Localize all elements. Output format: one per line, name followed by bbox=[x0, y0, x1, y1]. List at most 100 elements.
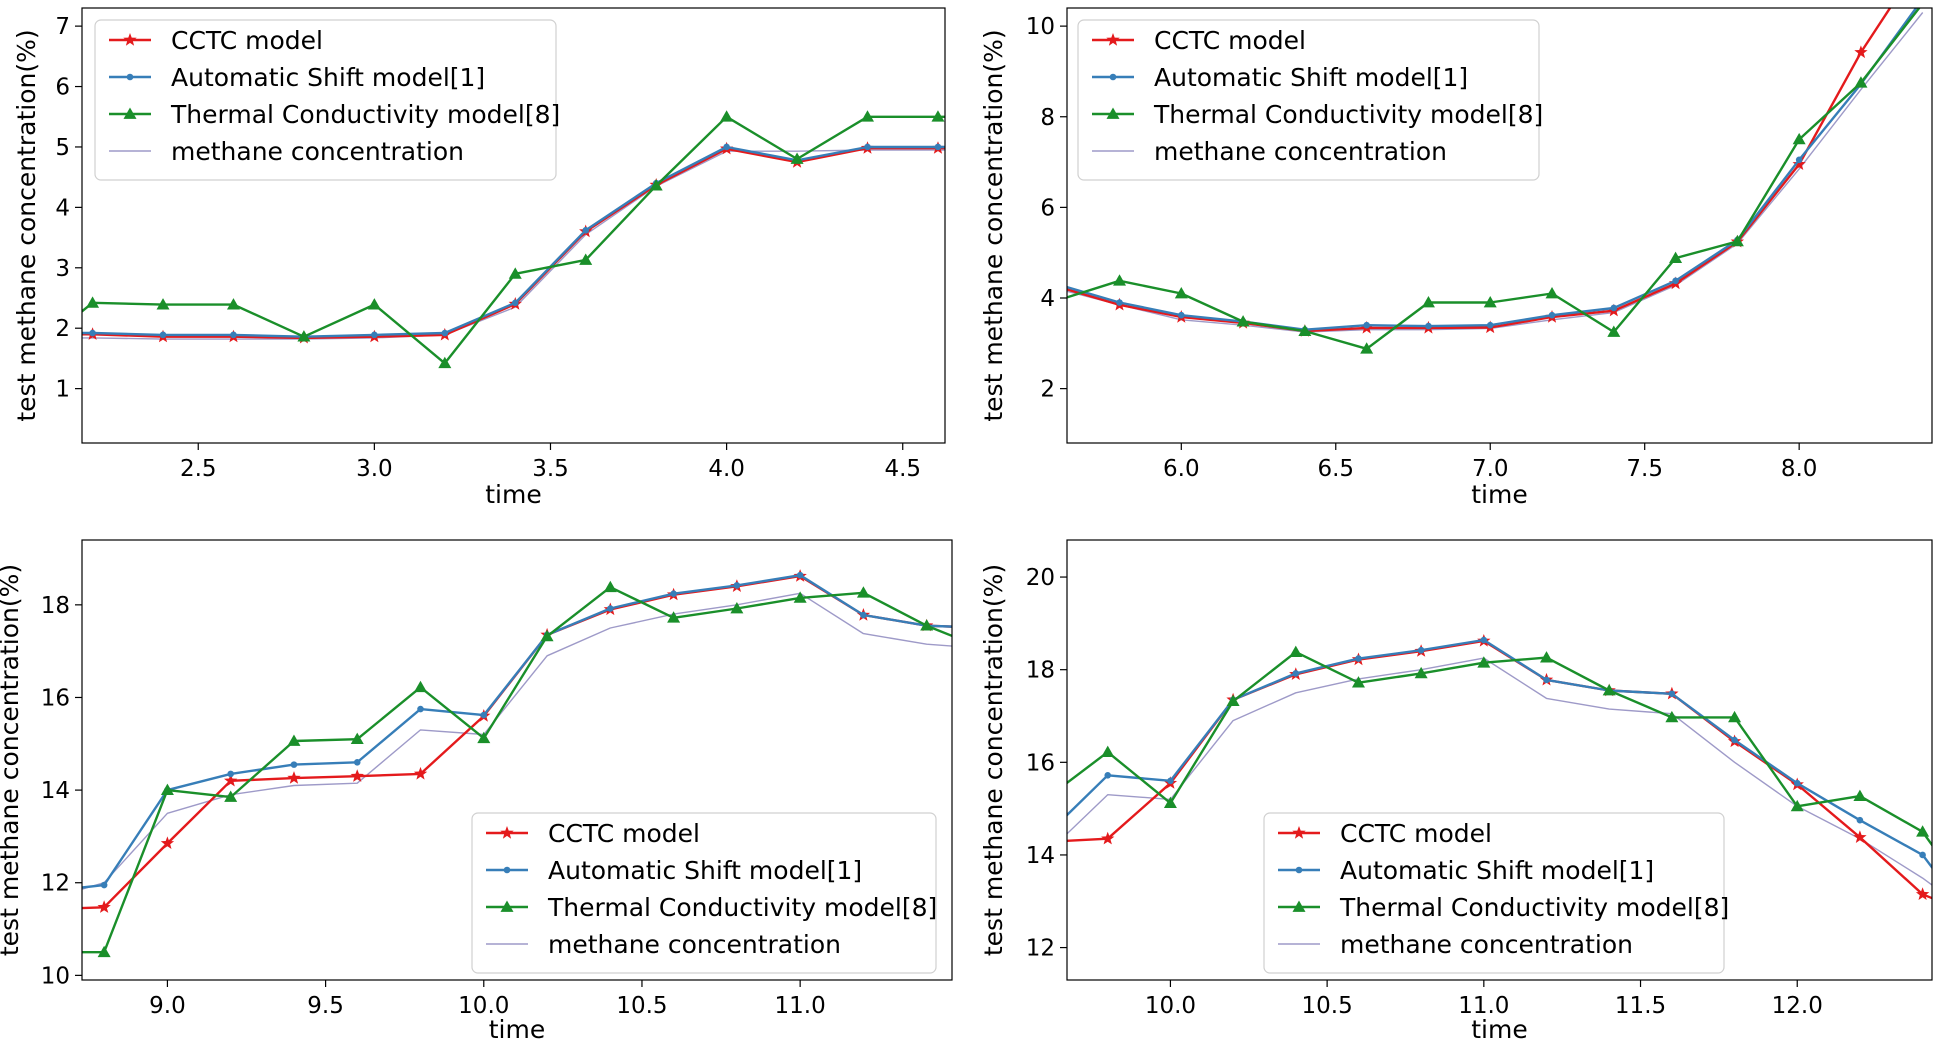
series-3-marker bbox=[1853, 789, 1867, 802]
series-3-marker bbox=[350, 732, 364, 745]
series-line-4 bbox=[1067, 657, 1932, 886]
legend-handle-marker bbox=[126, 73, 134, 81]
x-tick-label: 9.5 bbox=[307, 993, 344, 1019]
x-tick-label: 7.0 bbox=[1472, 456, 1509, 482]
chart-panel-1: 2.5 3.0 3.5 4.0 4.5 1 2 3 4 5 6 7 time test methane c… bbox=[12, 7, 980, 509]
series-3-marker bbox=[861, 110, 875, 122]
y-axis-label: test methane concentration(%) bbox=[979, 564, 1008, 956]
x-tick-label: 3.5 bbox=[532, 456, 569, 482]
x-tick-label: 2.5 bbox=[180, 456, 217, 482]
legend-entry-3: Thermal Conductivity model[8] bbox=[170, 100, 560, 129]
x-tick-label: 11.5 bbox=[1615, 993, 1666, 1019]
series-3-marker bbox=[1236, 315, 1250, 327]
series-1-marker bbox=[350, 769, 364, 782]
y-tick-label: 1 bbox=[55, 377, 70, 403]
series-2-marker bbox=[1486, 321, 1494, 329]
x-tick-label: 9.0 bbox=[149, 993, 186, 1019]
y-tick-label: 12 bbox=[41, 871, 70, 897]
series-3-marker bbox=[287, 734, 301, 746]
series-2-marker bbox=[290, 761, 298, 768]
y-tick-label: 6 bbox=[1040, 195, 1055, 221]
y-tick-label: 4 bbox=[55, 195, 70, 221]
series-1-marker bbox=[967, 141, 980, 154]
series-2-marker bbox=[864, 143, 871, 151]
y-tick-label: 10 bbox=[41, 963, 70, 989]
series-line-3 bbox=[82, 586, 952, 954]
series-2-marker bbox=[441, 329, 449, 337]
series-2-marker bbox=[1548, 311, 1556, 319]
series-3-marker bbox=[1039, 793, 1052, 804]
series-3-marker bbox=[224, 790, 238, 802]
series-3-marker bbox=[931, 110, 945, 122]
x-axis-label: time bbox=[489, 1015, 545, 1044]
series-3-marker bbox=[1289, 645, 1303, 657]
x-tick-label: 6.0 bbox=[1163, 456, 1200, 482]
series-3-marker bbox=[1728, 710, 1742, 723]
legend-handle-marker bbox=[1292, 826, 1306, 839]
legend-handle-marker bbox=[1106, 107, 1120, 119]
series-2-marker bbox=[1116, 299, 1123, 306]
plot-frame bbox=[81, 7, 946, 444]
series-2-marker bbox=[417, 705, 424, 713]
series-3-marker bbox=[1607, 325, 1621, 337]
series-3-marker bbox=[297, 330, 311, 342]
legend-entry-1: CCTC model bbox=[1340, 819, 1492, 848]
series-2-marker bbox=[1919, 0, 1926, 2]
legend-handle-marker bbox=[500, 826, 514, 839]
series-1-marker bbox=[1792, 157, 1806, 170]
series-2-marker bbox=[1668, 690, 1676, 698]
legend-box bbox=[1263, 812, 1725, 974]
chart-panel-3: 9.0 9.5 10.0 10.5 11.0 10 12 14 16 18 time test met… bbox=[0, 539, 953, 1044]
series-3-marker bbox=[1792, 132, 1806, 145]
series-line-4 bbox=[82, 592, 952, 890]
series-3-marker bbox=[1669, 251, 1683, 263]
x-tick-label: 4.0 bbox=[708, 456, 745, 482]
x-tick-label: 4.5 bbox=[884, 456, 921, 482]
series-2-marker bbox=[227, 770, 234, 778]
series-3-marker bbox=[34, 946, 47, 957]
series-3-marker bbox=[649, 179, 663, 191]
legend-entry-2: Automatic Shift model[1] bbox=[1154, 63, 1468, 92]
series-3-marker bbox=[1916, 8, 1930, 9]
legend-handle-marker bbox=[1295, 866, 1303, 874]
series-3-marker bbox=[156, 298, 170, 310]
legend-entry-3: Thermal Conductivity model[8] bbox=[547, 893, 937, 922]
series-3-marker bbox=[793, 591, 807, 603]
plot-series-group bbox=[34, 569, 952, 958]
series-3-marker bbox=[1351, 676, 1365, 688]
series-3-marker bbox=[1226, 694, 1240, 707]
y-tick-label: 6 bbox=[55, 75, 70, 101]
series-2-marker bbox=[1480, 636, 1488, 644]
legend: CCTC model Automatic Shift model[1] Therma… bbox=[1077, 19, 1543, 181]
legend-handle-marker bbox=[123, 107, 137, 119]
series-2-marker bbox=[1054, 281, 1061, 288]
series-3-marker bbox=[160, 783, 174, 795]
series-2-marker bbox=[1793, 779, 1801, 787]
plot-series-group bbox=[1039, 634, 1932, 900]
x-tick-label: 10.5 bbox=[616, 993, 667, 1019]
series-1-marker bbox=[413, 766, 428, 780]
y-tick-label: 3 bbox=[55, 256, 70, 282]
series-2-marker bbox=[723, 143, 730, 151]
series-2-marker bbox=[1425, 322, 1432, 330]
series-3-marker bbox=[579, 253, 593, 265]
series-2-marker bbox=[230, 331, 237, 339]
series-2-marker bbox=[1731, 736, 1738, 744]
legend-entry-4: methane concentration bbox=[548, 930, 841, 959]
series-3-marker bbox=[920, 619, 934, 631]
chart-panel-2: 6.0 6.5 7.0 7.5 8.0 2 4 6 8 10 time test methane co… bbox=[979, 0, 1933, 509]
series-2-marker bbox=[1856, 816, 1864, 824]
series-2-marker bbox=[1167, 777, 1174, 785]
x-tick-label: 6.5 bbox=[1317, 456, 1354, 482]
legend-box bbox=[471, 812, 937, 974]
y-tick-label: 2 bbox=[1040, 377, 1055, 403]
series-1-marker bbox=[1101, 831, 1115, 845]
series-3-marker bbox=[856, 586, 870, 598]
series-3-marker bbox=[1101, 745, 1115, 758]
legend-entry-4: methane concentration bbox=[1340, 930, 1633, 959]
series-3-marker bbox=[603, 580, 617, 593]
series-2-marker bbox=[353, 759, 361, 766]
legend-handle-marker bbox=[1106, 33, 1120, 46]
series-3-marker bbox=[508, 267, 522, 279]
series-2-marker bbox=[480, 711, 488, 719]
